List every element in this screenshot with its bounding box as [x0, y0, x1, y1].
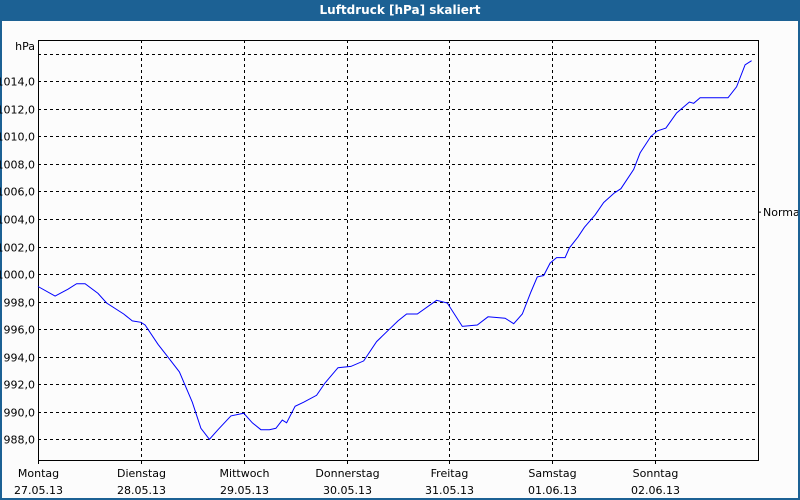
x-tick-day-label: Dienstag — [117, 467, 166, 480]
x-tick-date-label: 27.05.13 — [14, 484, 63, 497]
x-tick-date-label: 01.06.13 — [528, 484, 577, 497]
y-tick-label: 994,0 — [4, 352, 36, 365]
y-axis-unit-label: hPa — [15, 40, 35, 53]
y-tick-label: 1008,0 — [0, 159, 35, 172]
y-tick-label: 1002,0 — [0, 242, 35, 255]
plot-border — [38, 40, 759, 460]
pressure-series-line — [37, 60, 752, 441]
x-tick-date-label: 02.06.13 — [631, 484, 680, 497]
y-tick-label: 1012,0 — [0, 104, 35, 117]
x-tick-date-label: 30.05.13 — [323, 484, 372, 497]
window-title: Luftdruck [hPa] skaliert — [0, 0, 800, 21]
y-tick-label: 1014,0 — [0, 76, 35, 89]
y-tick-label: 992,0 — [4, 379, 36, 392]
x-tick-day-label: Donnerstag — [315, 467, 379, 480]
x-tick-day-label: Mittwoch — [220, 467, 270, 480]
y-tick-label: 1010,0 — [0, 131, 35, 144]
x-tick-day-label: Freitag — [431, 467, 469, 480]
y-tick-label: 988,0 — [4, 434, 36, 447]
y-tick-label: 996,0 — [4, 324, 36, 337]
x-tick-date-label: 31.05.13 — [425, 484, 474, 497]
x-tick-day-label: Sonntag — [633, 467, 679, 480]
x-tick-date-label: 28.05.13 — [117, 484, 166, 497]
y-tick-label: 998,0 — [4, 297, 36, 310]
y-tick-label: 990,0 — [4, 407, 36, 420]
x-tick-date-label: 29.05.13 — [220, 484, 269, 497]
y-tick-label: 1000,0 — [0, 269, 35, 282]
y-tick-label: 1004,0 — [0, 214, 35, 227]
y-tick-label: 1006,0 — [0, 186, 35, 199]
normal-reference-label: Normal — [763, 206, 798, 219]
x-tick-day-label: Samstag — [528, 467, 576, 480]
x-tick-day-label: Montag — [18, 467, 59, 480]
